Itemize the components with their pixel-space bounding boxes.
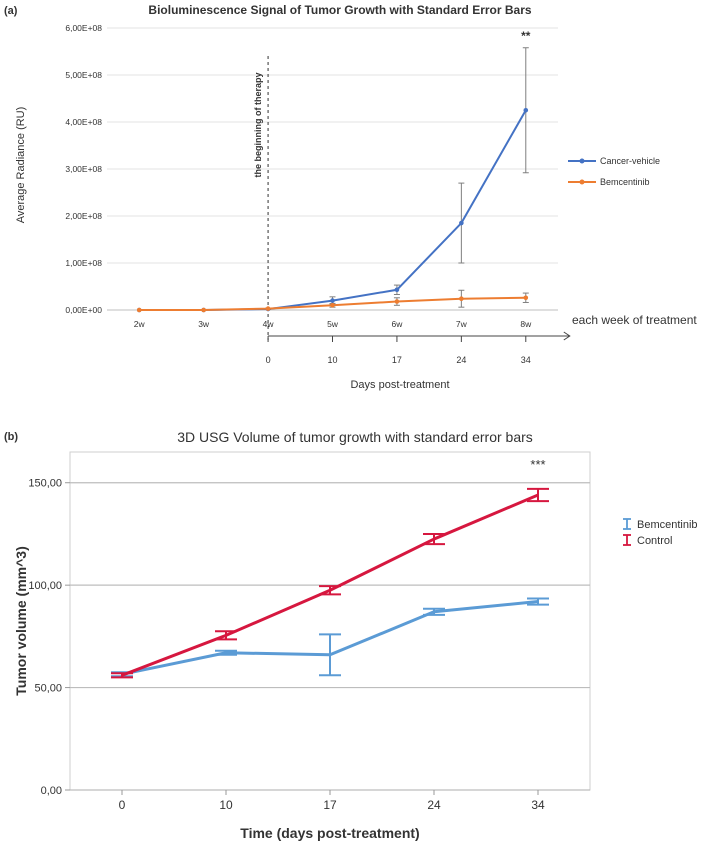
data-point — [394, 299, 400, 304]
chart-b-title: 3D USG Volume of tumor growth with stand… — [177, 429, 533, 445]
chart-b-series — [111, 487, 549, 679]
y-tick-label: 100,00 — [28, 580, 62, 592]
chart-b-y-ticks: 0,00 50,00 100,00 150,00 — [28, 478, 70, 797]
chart-b-x-axis-label: Time (days post-treatment) — [240, 825, 419, 841]
y-tick-label: 4,00E+08 — [65, 117, 102, 127]
x-tick-label: 6w — [391, 319, 403, 329]
chart-a: (a) Bioluminescence Signal of Tumor Grow… — [4, 3, 697, 391]
chart-b-x-ticks: 0 10 17 24 34 — [119, 790, 545, 812]
legend-marker — [579, 158, 585, 164]
y-tick-label: 2,00E+08 — [65, 211, 102, 221]
y-tick-label: 6,00E+08 — [65, 23, 102, 33]
series-line — [139, 109, 527, 311]
x-tick-label: 3w — [198, 319, 210, 329]
data-point — [523, 107, 529, 113]
legend-label: Cancer-vehicle — [600, 156, 660, 166]
y-tick-label: 5,00E+08 — [65, 70, 102, 80]
y-tick-label: 50,00 — [34, 683, 62, 695]
y-tick-label: 3,00E+08 — [65, 164, 102, 174]
chart-a-x-axis-label: each week of treatment — [572, 313, 697, 327]
x-tick-label: 17 — [323, 798, 337, 812]
days-tick-label: 10 — [327, 355, 337, 365]
panel-label-b: (b) — [4, 431, 18, 443]
data-point — [136, 307, 142, 313]
legend-marker — [579, 179, 585, 185]
data-point — [523, 295, 529, 301]
x-tick-label: 4w — [263, 319, 275, 329]
days-axis-arrow — [563, 331, 571, 341]
data-point — [459, 220, 464, 226]
data-point — [330, 303, 335, 308]
therapy-start-label: the beginning of therapy — [253, 73, 263, 178]
chart-a-gridlines — [107, 27, 558, 311]
chart-b-gridlines — [70, 482, 590, 791]
days-tick-label: 34 — [521, 355, 531, 365]
chart-a-significance: ** — [521, 29, 531, 43]
data-point — [394, 287, 400, 293]
chart-a-days-axis: 0 10 17 24 34 — [266, 331, 571, 365]
days-tick-label: 24 — [456, 355, 466, 365]
panel-label-a: (a) — [4, 5, 18, 17]
chart-a-days-axis-label: Days post-treatment — [350, 379, 449, 391]
chart-a-y-axis-label: Average Radiance (RU) — [15, 107, 27, 224]
chart-b-frame — [69, 451, 591, 791]
x-tick-label: 8w — [520, 319, 532, 329]
chart-b-significance: *** — [530, 457, 545, 472]
chart-b-y-axis-label: Tumor volume (mm^3) — [13, 546, 29, 696]
x-tick-label: 24 — [427, 798, 441, 812]
x-tick-label: 10 — [219, 798, 233, 812]
days-tick-label: 0 — [266, 355, 271, 365]
legend-label: Bemcentinib — [600, 177, 650, 187]
x-tick-label: 7w — [456, 319, 468, 329]
x-tick-label: 5w — [327, 319, 339, 329]
data-point — [201, 307, 206, 313]
chart-a-title: Bioluminescence Signal of Tumor Growth w… — [148, 3, 531, 17]
chart-a-y-ticks: 0,00E+00 1,00E+08 2,00E+08 3,00E+08 4,00E+08… — [65, 23, 102, 315]
chart-a-x-ticks: 2w 3w 4w 5w 6w 7w 8w — [134, 319, 532, 329]
data-point — [330, 298, 335, 303]
x-tick-label: 2w — [134, 319, 146, 329]
legend-label: Control — [637, 535, 672, 547]
y-tick-label: 0,00E+00 — [65, 305, 102, 315]
data-point — [265, 306, 271, 311]
chart-b-legend: Bemcentinib Control — [623, 518, 698, 547]
chart-a-legend: Cancer-vehicle Bemcentinib — [568, 156, 660, 187]
x-tick-label: 0 — [119, 798, 126, 812]
data-point — [459, 296, 464, 302]
chart-b: (b) 3D USG Volume of tumor growth with s… — [4, 429, 698, 841]
y-tick-label: 1,00E+08 — [65, 258, 102, 268]
days-tick-label: 17 — [392, 355, 402, 365]
legend-label: Bemcentinib — [637, 519, 698, 531]
x-tick-label: 34 — [531, 798, 545, 812]
y-tick-label: 150,00 — [28, 478, 62, 490]
y-tick-label: 0,00 — [41, 785, 62, 797]
chart-a-series — [136, 47, 529, 313]
